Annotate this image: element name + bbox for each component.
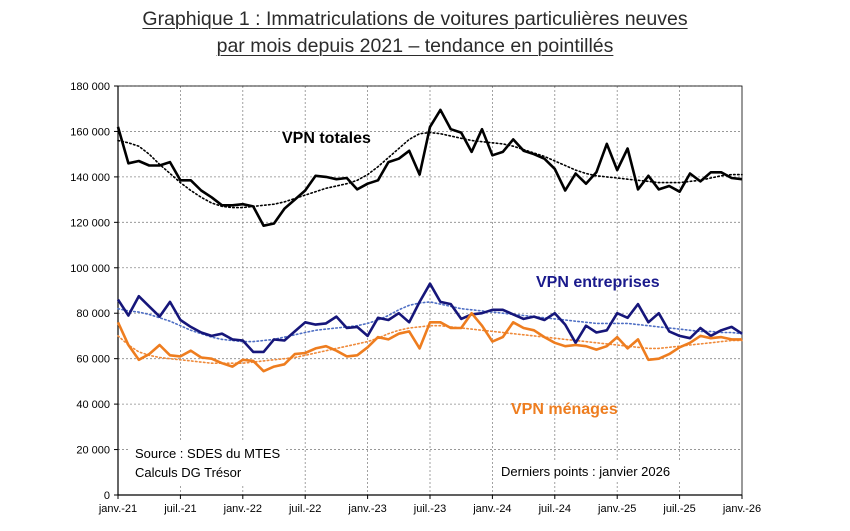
x-tick-label: janv.-22 xyxy=(223,503,262,515)
x-tick-label: juil.-21 xyxy=(163,503,196,515)
trend-line-vpn-entreprises xyxy=(117,301,743,343)
y-tick-label: 20 000 xyxy=(76,445,110,457)
series-line-vpn-entreprises xyxy=(116,282,743,354)
x-tick-label: janv.-21 xyxy=(98,503,137,515)
x-tick-label: juil.-22 xyxy=(288,503,321,515)
y-tick-label: 140 000 xyxy=(70,172,110,184)
trend-line-vpn-menages xyxy=(117,324,743,365)
x-tick-label: janv.-26 xyxy=(722,503,761,515)
series-label-vpn-totales: VPN totales xyxy=(282,130,371,147)
last-points-box xyxy=(494,460,690,482)
y-tick-label: 0 xyxy=(104,490,110,502)
y-tick-label: 100 000 xyxy=(70,263,110,275)
chart-title-line-2: par mois depuis 2021 – tendance en point… xyxy=(216,35,614,57)
series-line-vpn-menages xyxy=(116,311,742,373)
x-tick-label: janv.-23 xyxy=(347,503,386,515)
y-tick-label: 180 000 xyxy=(70,81,110,93)
x-tick-label: juil.-23 xyxy=(413,503,446,515)
last-points-note: Derniers points : janvier 2026 xyxy=(501,464,670,479)
calc-note: Calculs DG Trésor xyxy=(135,465,242,480)
x-tick-label: juil.-24 xyxy=(538,503,571,515)
chart-title: Graphique 1 : Immatriculations de voitur… xyxy=(0,6,830,60)
source-box xyxy=(128,441,286,485)
x-tick-label: janv.-24 xyxy=(472,503,511,515)
y-tick-label: 60 000 xyxy=(76,354,110,366)
y-tick-label: 40 000 xyxy=(76,399,110,411)
series-line-vpn-totales xyxy=(116,108,743,227)
x-axis-ticks: janv.-21 juil.-21 janv.-22 juil.-22 janv.-23… xyxy=(98,495,761,515)
series-label-vpn-menages: VPN ménages xyxy=(511,401,618,418)
series-group xyxy=(116,108,743,373)
chart-title-line-1: Graphique 1 : Immatriculations de voitur… xyxy=(142,8,688,30)
x-tick-label: juil.-25 xyxy=(662,503,695,515)
y-tick-label: 80 000 xyxy=(76,308,110,320)
series-label-vpn-entreprises: VPN entreprises xyxy=(536,274,660,291)
source-note: Source : SDES du MTES xyxy=(135,446,281,461)
x-tick-label: janv.-25 xyxy=(597,503,636,515)
y-tick-label: 120 000 xyxy=(70,217,110,229)
y-tick-label: 160 000 xyxy=(70,126,110,138)
y-axis-ticks: 0 20 000 40 000 60 000 80 000 100 000 120 000 1… xyxy=(70,81,118,502)
